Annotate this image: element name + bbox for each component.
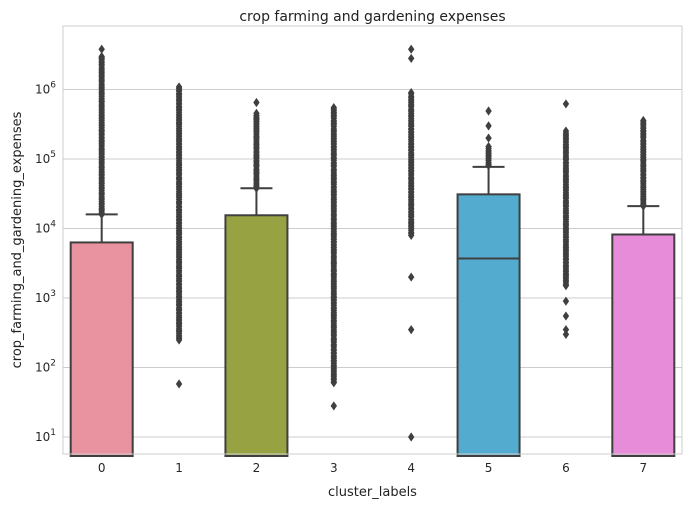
outlier-point — [330, 378, 338, 388]
x-axis-label: cluster_labels — [328, 485, 417, 500]
boxes-layer — [69, 44, 676, 457]
box-group-2 — [224, 97, 289, 457]
outlier-point — [253, 183, 260, 193]
box-body — [224, 214, 289, 457]
x-tick-label: 0 — [98, 461, 106, 475]
box-group-5 — [456, 106, 521, 457]
chart-title: crop farming and gardening expenses — [239, 9, 505, 25]
outlier-point — [562, 329, 570, 339]
plot-frame — [62, 25, 683, 455]
x-tick-labels: 0 1 2 3 4 5 6 7 — [98, 461, 647, 475]
box-group-1 — [175, 82, 183, 389]
outlier-point — [485, 106, 492, 116]
outlier-point — [330, 401, 338, 411]
x-tick-label: 4 — [407, 461, 415, 475]
outlier-point — [407, 272, 415, 282]
outlier-point — [407, 432, 415, 442]
plot-area-background — [63, 26, 682, 454]
outlier-point — [98, 53, 105, 64]
outlier-point — [562, 99, 570, 109]
y-tick-label: 103 — [35, 289, 56, 305]
y-tick-label: 101 — [35, 428, 56, 444]
outlier-point — [407, 44, 415, 54]
x-tick-label: 2 — [253, 461, 261, 475]
box-group-7 — [611, 115, 676, 457]
y-tick-label: 106 — [35, 81, 56, 97]
x-tick-label: 5 — [485, 461, 493, 475]
outlier-point — [562, 296, 570, 306]
x-tick-label: 6 — [562, 461, 570, 475]
outlier-point — [407, 53, 415, 64]
y-tick-labels: 101 102 103 104 105 106 — [35, 81, 56, 445]
x-tick-label: 1 — [175, 461, 183, 475]
y-tick-label: 102 — [35, 359, 56, 375]
box-body — [456, 193, 521, 457]
box-body — [69, 241, 134, 457]
box-group-6 — [562, 99, 570, 339]
outlier-point — [485, 160, 492, 171]
outlier-point — [640, 201, 647, 211]
y-tick-label: 105 — [35, 150, 56, 166]
box-group-0 — [69, 44, 134, 457]
y-axis-label: crop_farming_and_gardening_expenses — [10, 111, 25, 368]
box-group-4 — [407, 44, 415, 442]
outlier-point — [485, 121, 492, 131]
gridlines — [63, 89, 682, 438]
outlier-point — [485, 133, 492, 143]
outlier-point — [407, 325, 415, 335]
outlier-point — [98, 209, 105, 220]
box-group-3 — [330, 102, 338, 411]
y-tick-label: 104 — [35, 220, 56, 236]
outlier-point — [253, 97, 260, 108]
outlier-point — [407, 230, 415, 241]
outlier-point — [175, 379, 183, 389]
box-body — [611, 233, 676, 457]
outlier-point — [562, 325, 570, 335]
outlier-point — [175, 335, 183, 345]
outlier-point — [98, 44, 105, 54]
outlier-point — [562, 280, 570, 291]
outlier-point — [562, 311, 570, 321]
x-tick-label: 3 — [330, 461, 338, 475]
x-tick-label: 7 — [639, 461, 647, 475]
